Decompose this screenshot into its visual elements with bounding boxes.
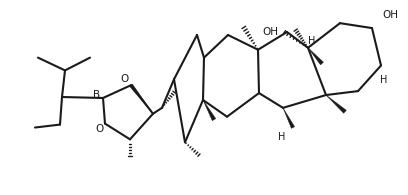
Text: H: H bbox=[380, 75, 388, 85]
Text: O: O bbox=[120, 74, 128, 84]
Polygon shape bbox=[130, 84, 153, 114]
Text: H: H bbox=[278, 132, 286, 142]
Polygon shape bbox=[326, 95, 346, 113]
Text: H: H bbox=[308, 36, 316, 46]
Text: OH: OH bbox=[382, 10, 398, 20]
Polygon shape bbox=[283, 108, 295, 128]
Text: OH: OH bbox=[262, 27, 278, 37]
Text: O: O bbox=[95, 124, 103, 135]
Polygon shape bbox=[203, 100, 216, 121]
Text: B: B bbox=[93, 90, 100, 100]
Polygon shape bbox=[308, 48, 324, 65]
